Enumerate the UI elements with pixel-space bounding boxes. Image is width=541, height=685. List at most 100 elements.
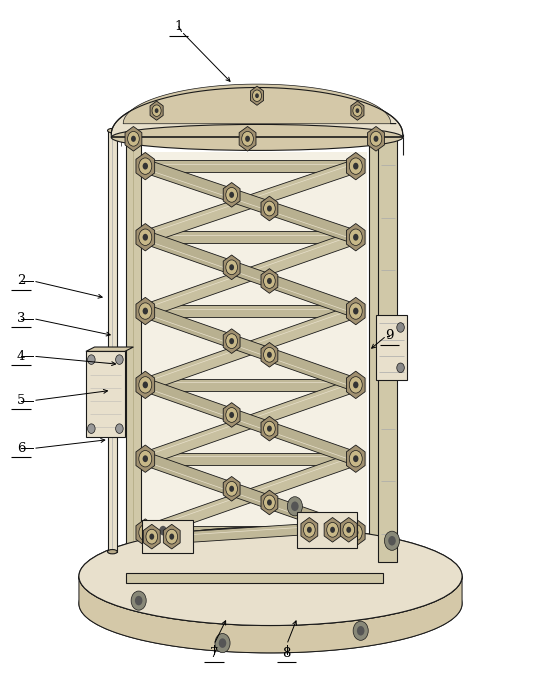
Polygon shape [79, 576, 462, 653]
Circle shape [263, 201, 275, 216]
Polygon shape [146, 305, 356, 317]
Circle shape [349, 451, 362, 467]
Circle shape [263, 421, 275, 436]
Polygon shape [111, 88, 403, 138]
Polygon shape [146, 231, 356, 243]
Polygon shape [136, 153, 155, 179]
Circle shape [397, 323, 404, 332]
Text: 5: 5 [17, 394, 25, 407]
Polygon shape [346, 371, 365, 399]
Polygon shape [125, 127, 142, 151]
Circle shape [226, 334, 237, 349]
Polygon shape [144, 378, 357, 465]
Polygon shape [346, 223, 365, 251]
Circle shape [143, 382, 148, 388]
Circle shape [327, 523, 338, 537]
Circle shape [131, 591, 146, 610]
Circle shape [88, 424, 95, 434]
Polygon shape [108, 131, 117, 551]
Circle shape [253, 90, 261, 101]
Polygon shape [370, 134, 382, 576]
Circle shape [355, 108, 359, 113]
Circle shape [349, 377, 362, 393]
Polygon shape [298, 512, 357, 547]
Circle shape [267, 499, 272, 506]
Text: 3: 3 [17, 312, 25, 325]
Circle shape [267, 278, 272, 284]
Circle shape [353, 105, 362, 116]
Polygon shape [378, 138, 397, 562]
Circle shape [374, 136, 378, 142]
Polygon shape [146, 526, 356, 538]
Polygon shape [261, 342, 278, 367]
Circle shape [330, 527, 335, 533]
Circle shape [343, 523, 354, 537]
Circle shape [143, 308, 148, 314]
Circle shape [139, 451, 152, 467]
Circle shape [143, 529, 148, 536]
Text: 1: 1 [175, 20, 183, 33]
Circle shape [229, 486, 234, 492]
Circle shape [397, 363, 404, 373]
Circle shape [267, 206, 272, 212]
Text: 2: 2 [17, 275, 25, 288]
Polygon shape [223, 403, 240, 427]
Polygon shape [223, 255, 240, 279]
Ellipse shape [108, 549, 117, 554]
Circle shape [263, 495, 275, 510]
Circle shape [215, 634, 230, 653]
Polygon shape [261, 196, 278, 221]
Polygon shape [239, 127, 256, 151]
Polygon shape [193, 524, 298, 542]
Circle shape [139, 229, 152, 245]
Text: 9: 9 [385, 329, 393, 342]
Circle shape [155, 108, 159, 113]
Polygon shape [346, 445, 365, 473]
Polygon shape [126, 573, 382, 583]
Polygon shape [123, 84, 396, 124]
Polygon shape [86, 347, 134, 351]
Polygon shape [144, 231, 357, 318]
Polygon shape [375, 315, 407, 380]
Polygon shape [346, 519, 365, 546]
Circle shape [263, 273, 275, 288]
Circle shape [267, 351, 272, 358]
Circle shape [353, 234, 359, 240]
Circle shape [353, 621, 368, 640]
Circle shape [353, 382, 359, 388]
Polygon shape [324, 517, 341, 542]
Polygon shape [146, 379, 356, 391]
Polygon shape [146, 160, 356, 173]
Text: 8: 8 [282, 647, 291, 660]
Polygon shape [367, 127, 385, 151]
Polygon shape [144, 452, 357, 539]
Circle shape [349, 229, 362, 245]
Circle shape [219, 638, 226, 648]
Polygon shape [136, 371, 155, 399]
Polygon shape [136, 297, 155, 325]
Polygon shape [223, 329, 240, 353]
Polygon shape [223, 477, 240, 501]
Circle shape [307, 527, 312, 533]
Circle shape [346, 524, 355, 535]
Circle shape [128, 132, 139, 146]
Circle shape [139, 524, 152, 540]
Polygon shape [144, 160, 357, 244]
Circle shape [229, 264, 234, 271]
Polygon shape [144, 378, 357, 465]
Polygon shape [163, 524, 180, 549]
Circle shape [155, 521, 170, 540]
Circle shape [287, 497, 302, 516]
Circle shape [143, 234, 148, 240]
Circle shape [304, 523, 315, 537]
Circle shape [226, 408, 237, 423]
Circle shape [385, 531, 400, 550]
Polygon shape [144, 452, 357, 539]
Circle shape [370, 132, 382, 146]
Polygon shape [144, 160, 357, 244]
Ellipse shape [79, 527, 462, 625]
Circle shape [353, 456, 359, 462]
Polygon shape [351, 101, 364, 121]
Polygon shape [340, 517, 357, 542]
Circle shape [166, 530, 177, 544]
